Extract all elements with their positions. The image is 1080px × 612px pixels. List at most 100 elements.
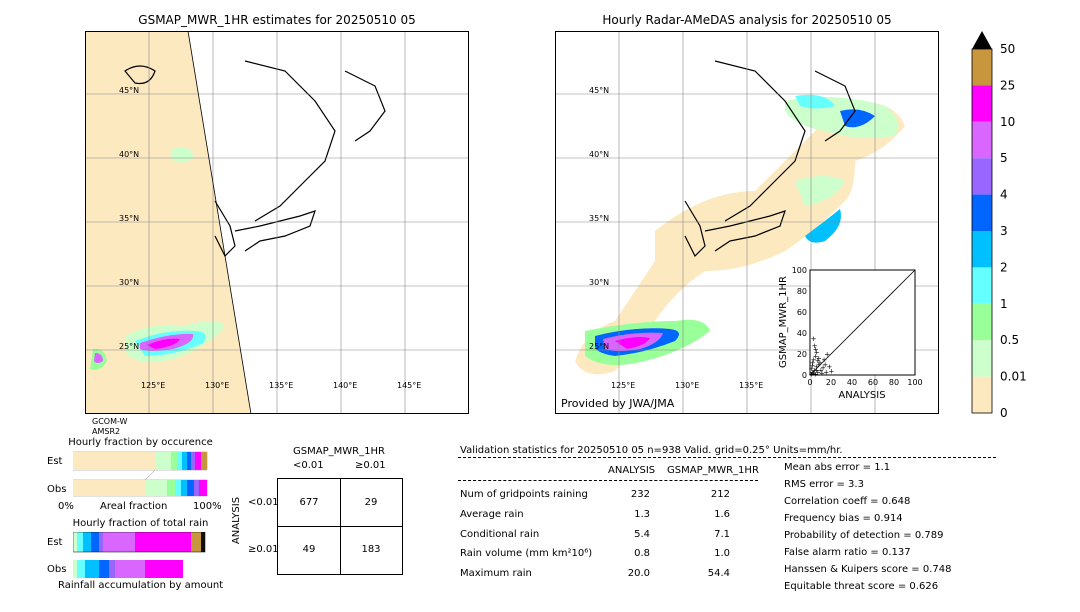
scatter-point: + bbox=[821, 356, 827, 364]
validation-row-gsmap: 212 bbox=[710, 489, 730, 500]
validation-row-label: Average rain bbox=[460, 509, 524, 520]
colorbar-label: 2 bbox=[1000, 260, 1008, 274]
scatter-xtick: 100 bbox=[907, 378, 922, 387]
lat-label: 25°N bbox=[119, 342, 139, 351]
total-title: Hourly fraction of total rain bbox=[72, 518, 209, 529]
scatter-point: + bbox=[813, 353, 819, 361]
scatter-xtick: 20 bbox=[826, 378, 836, 387]
validation-row-analysis: 0.8 bbox=[634, 548, 650, 559]
scatter-ytick: 80 bbox=[797, 287, 807, 296]
scatter-point: + bbox=[823, 368, 829, 376]
validation-row-label: Rain volume (mm km²10⁶) bbox=[460, 548, 593, 559]
sensor-label: AMSR2 bbox=[92, 427, 121, 436]
lat-label: 30°N bbox=[589, 278, 609, 287]
scatter-point: + bbox=[819, 369, 825, 377]
colorbar-label: 4 bbox=[1000, 188, 1008, 202]
score-far: False alarm ratio = 0.137 bbox=[784, 547, 911, 558]
colorbar-segment bbox=[972, 303, 992, 341]
lon-label: 125°E bbox=[611, 381, 635, 390]
colorbar-label: 0.5 bbox=[1000, 333, 1019, 347]
validation-row-label: Conditional rain bbox=[460, 529, 540, 540]
validation-col-analysis: ANALYSIS bbox=[608, 465, 656, 476]
scatter-point: + bbox=[814, 366, 820, 374]
scatter-point: + bbox=[811, 335, 817, 343]
scatter-point: + bbox=[815, 357, 821, 365]
scatter-point: + bbox=[820, 364, 826, 372]
colorbar-segment bbox=[972, 49, 992, 86]
scatter-plot: ++++++++++++++++++++++++++++++ 002020404… bbox=[778, 266, 923, 401]
colorbar-segment bbox=[972, 194, 992, 231]
scatter-point: + bbox=[812, 342, 818, 350]
contingency-grid: 677 29 49 183 bbox=[277, 478, 403, 575]
scatter-point: + bbox=[829, 367, 835, 375]
scatter-point: + bbox=[815, 368, 821, 376]
scatter-point: + bbox=[814, 348, 820, 356]
cell-d: 183 bbox=[361, 544, 381, 555]
colorbar: 50 25 10 5 4 3 2 1 0.5 0.01 0 bbox=[971, 31, 1027, 420]
colorbar-segment bbox=[972, 376, 992, 413]
lat-label: 40°N bbox=[119, 150, 139, 159]
colorbar-label: 5 bbox=[1000, 151, 1008, 165]
scatter-point: + bbox=[817, 359, 823, 367]
validation-row-gsmap: 54.4 bbox=[707, 568, 730, 579]
lon-label: 125°E bbox=[141, 381, 165, 390]
lon-label: 130°E bbox=[205, 381, 229, 390]
scatter-point: + bbox=[813, 370, 819, 378]
score-mae: Mean abs error = 1.1 bbox=[784, 462, 891, 473]
lon-label: 145°E bbox=[397, 381, 421, 390]
lon-label: 140°E bbox=[333, 381, 357, 390]
occurrence-axis-left: 0% bbox=[58, 501, 74, 512]
validation-header: Validation statistics for 20250510 05 n=… bbox=[460, 445, 843, 456]
scatter-point: + bbox=[812, 366, 818, 374]
scatter-point: + bbox=[809, 370, 815, 378]
colorbar-segment bbox=[972, 85, 992, 122]
occurrence-axis-label: Areal fraction bbox=[100, 501, 168, 512]
contingency-title: GSMAP_MWR_1HR bbox=[293, 446, 385, 457]
lat-label: 35°N bbox=[589, 214, 609, 223]
colorbar-segment bbox=[972, 121, 992, 159]
total-bars bbox=[73, 532, 206, 578]
validation-row-analysis: 1.3 bbox=[634, 509, 650, 520]
contingency-col-ge: ≥0.01 bbox=[355, 460, 386, 471]
score-corr: Correlation coeff = 0.648 bbox=[784, 496, 911, 507]
scatter-ylabel: GSMAP_MWR_1HR bbox=[778, 276, 789, 368]
colorbar-label: 25 bbox=[1000, 78, 1015, 92]
scatter-xtick: 60 bbox=[868, 378, 878, 387]
colorbar-label: 0 bbox=[1000, 406, 1008, 420]
scatter-xtick: 40 bbox=[847, 378, 857, 387]
swath-region bbox=[85, 31, 251, 414]
score-hk: Hanssen & Kuipers score = 0.748 bbox=[784, 564, 952, 575]
validation-table-rule bbox=[458, 480, 758, 481]
scatter-point: + bbox=[814, 363, 820, 371]
lat-label: 35°N bbox=[119, 214, 139, 223]
lon-label: 135°E bbox=[269, 381, 293, 390]
occurrence-bars bbox=[73, 451, 208, 497]
score-pod: Probability of detection = 0.789 bbox=[784, 530, 944, 541]
scatter-point: + bbox=[824, 351, 830, 359]
validation-row-analysis: 232 bbox=[630, 489, 650, 500]
scatter-point: + bbox=[811, 356, 817, 364]
contingency-col-lt: <0.01 bbox=[293, 460, 324, 471]
lon-label: 135°E bbox=[739, 381, 763, 390]
cell-b: 29 bbox=[364, 497, 378, 508]
validation-col-gsmap: GSMAP_MWR_1HR bbox=[667, 465, 759, 476]
lat-label: 45°N bbox=[589, 86, 609, 95]
scatter-point: + bbox=[813, 345, 819, 353]
lat-label: 45°N bbox=[119, 86, 139, 95]
provider-label: Provided by JWA/JMA bbox=[561, 397, 675, 410]
left-map: 45°N 40°N 35°N 30°N 25°N 125°E 130°E 135… bbox=[85, 31, 469, 414]
scatter-ytick: 20 bbox=[797, 350, 807, 359]
validation-row-gsmap: 7.1 bbox=[714, 529, 730, 540]
scatter-point: + bbox=[818, 366, 824, 374]
scatter-point: + bbox=[822, 361, 828, 369]
colorbar-segment bbox=[972, 340, 992, 377]
total-caption: Rainfall accumulation by amount bbox=[58, 580, 224, 591]
validation-row-analysis: 20.0 bbox=[627, 568, 650, 579]
validation-row-label: Maximum rain bbox=[460, 568, 532, 579]
scatter-point: + bbox=[810, 359, 816, 367]
scatter-point: + bbox=[811, 369, 817, 377]
lat-label: 30°N bbox=[119, 278, 139, 287]
contingency-row-lt: <0.01 bbox=[248, 497, 279, 508]
scatter-ytick: 100 bbox=[792, 266, 807, 275]
colorbar-label: 0.01 bbox=[1000, 370, 1027, 384]
